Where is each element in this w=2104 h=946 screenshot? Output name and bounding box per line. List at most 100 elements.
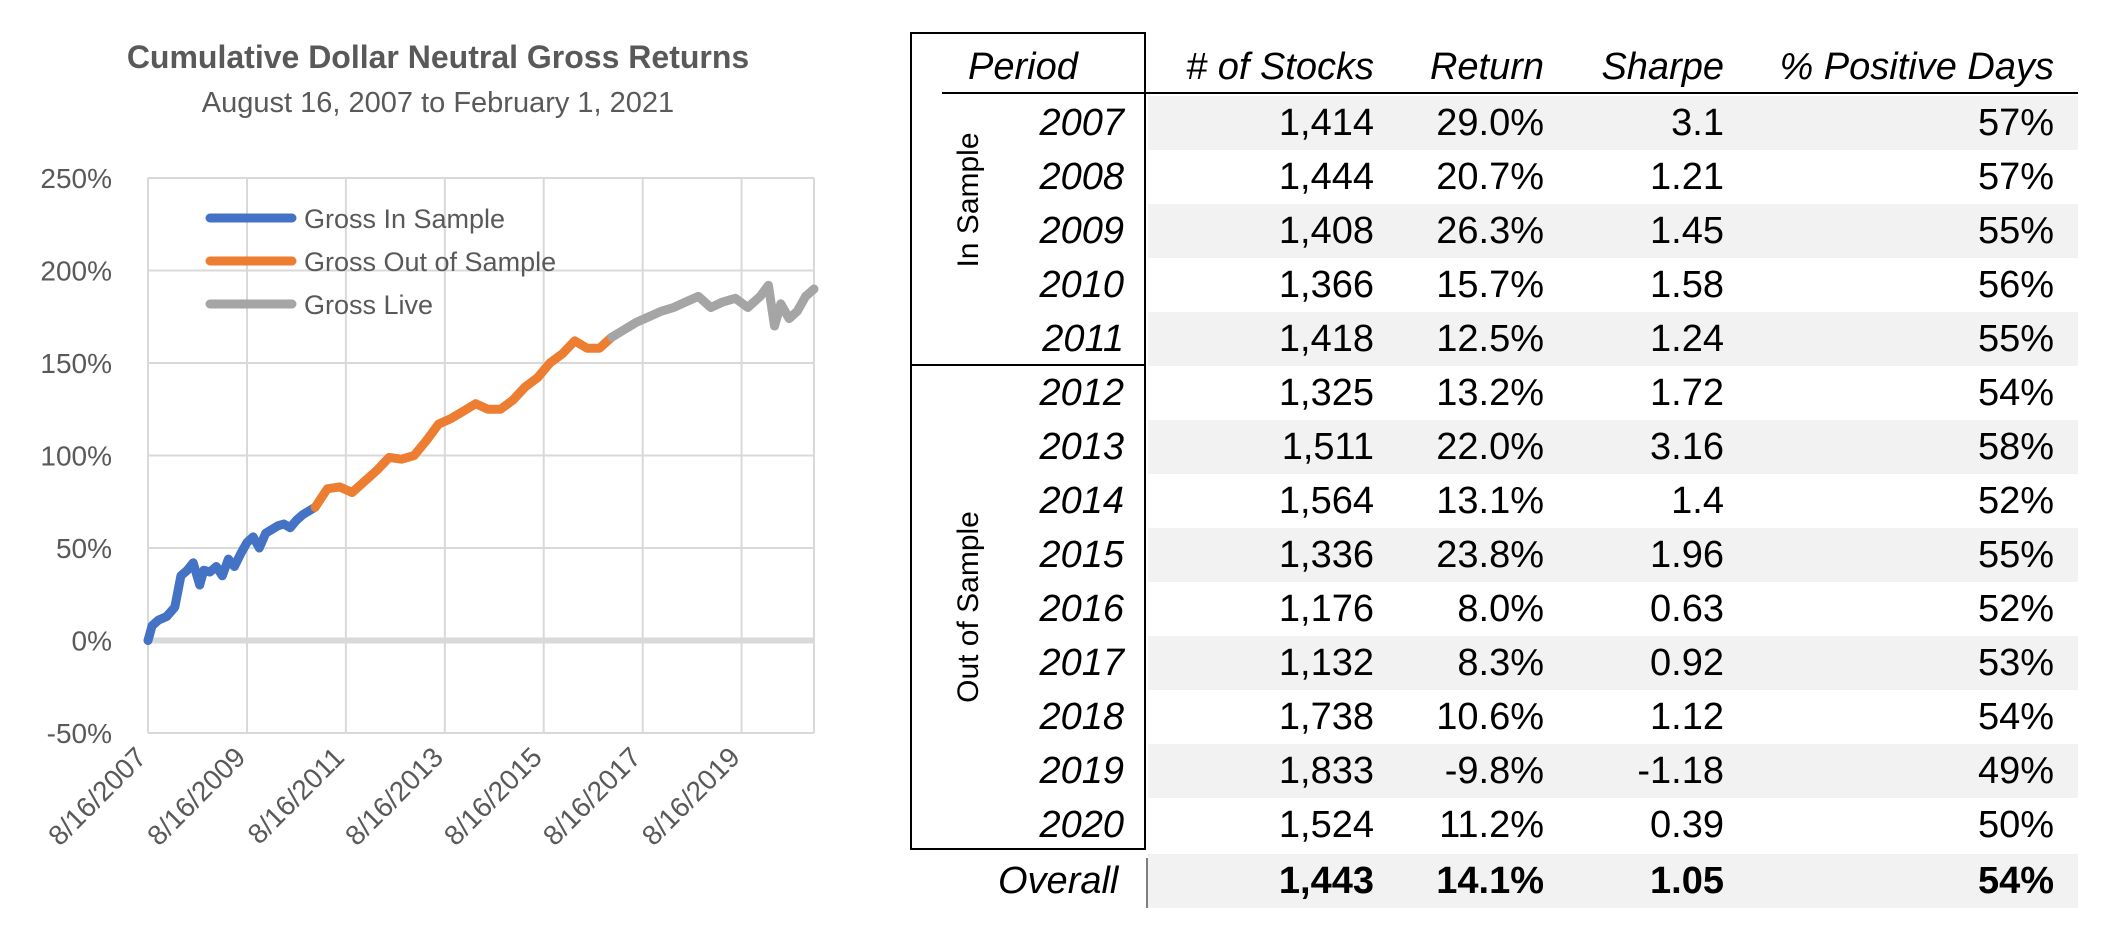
cell-positive-days: 53% — [1977, 642, 2054, 684]
cell-year: 2011 — [1042, 318, 1124, 360]
y-tick-label: 150% — [40, 348, 112, 379]
cell-sharpe: 1.58 — [1650, 264, 1724, 306]
group-box-right — [1144, 32, 1146, 850]
cell-return: 23.8% — [1436, 534, 1544, 576]
header-return: Return — [1429, 46, 1544, 88]
cell-positive-days: 57% — [1977, 156, 2054, 198]
series-lines — [143, 280, 819, 645]
chart-subtitle: August 16, 2007 to February 1, 2021 — [202, 87, 674, 119]
cell-stocks: 1,444 — [1278, 156, 1374, 198]
row-stripe — [1148, 312, 2078, 366]
cell-positive-days: 58% — [1977, 426, 2054, 468]
cell-year: 2009 — [1039, 210, 1124, 252]
cell-year: 2018 — [1039, 696, 1124, 738]
cell-positive-days: 55% — [1977, 210, 2054, 252]
cell-year: 2014 — [1039, 480, 1124, 522]
row-stripe — [1148, 204, 2078, 258]
header-period: Period — [968, 46, 1078, 88]
cell-positive-days: 54% — [1977, 696, 2054, 738]
cell-return: 11.2% — [1439, 804, 1544, 846]
cell-year: 2010 — [1039, 264, 1124, 306]
cell-return: 10.6% — [1436, 696, 1544, 738]
cell-stocks: 1,336 — [1278, 534, 1374, 576]
row-stripe — [1148, 420, 2078, 474]
cell-sharpe: 1.21 — [1650, 156, 1724, 198]
cell-return: 26.3% — [1436, 210, 1544, 252]
y-tick-label: 200% — [40, 256, 112, 287]
cell-return: 15.7% — [1436, 264, 1544, 306]
row-stripe — [1148, 528, 2078, 582]
y-tick-label: 0% — [72, 626, 112, 657]
series-line-0 — [143, 502, 320, 645]
cell-stocks: 1,833 — [1278, 750, 1374, 792]
y-tick-label: 250% — [40, 163, 112, 194]
header-underline — [942, 92, 2078, 94]
cell-year: 2013 — [1039, 426, 1124, 468]
cumulative-returns-chart: Cumulative Dollar Neutral Gross Returns … — [0, 0, 860, 946]
y-tick-label: 100% — [40, 441, 112, 472]
y-tick-label: -50% — [47, 718, 112, 749]
cell-stocks: 1,366 — [1278, 264, 1374, 306]
cell-year: 2012 — [1039, 372, 1124, 414]
row-stripe — [1148, 96, 2078, 150]
cell-positive-days: 52% — [1977, 480, 2054, 522]
cell-year: 2017 — [1039, 642, 1124, 684]
overall-sharpe: 1.05 — [1650, 860, 1724, 902]
group-box-left — [910, 32, 912, 850]
cell-return: 20.7% — [1436, 156, 1544, 198]
cell-positive-days: 54% — [1977, 372, 2054, 414]
cell-stocks: 1,511 — [1281, 426, 1374, 468]
cell-stocks: 1,132 — [1278, 642, 1374, 684]
cell-year: 2007 — [1039, 102, 1124, 144]
group-box-bottom — [910, 848, 1146, 850]
cell-return: 8.0% — [1457, 588, 1544, 630]
chart-title: Cumulative Dollar Neutral Gross Returns — [127, 39, 749, 75]
cell-return: -9.8% — [1444, 750, 1544, 792]
cell-stocks: 1,176 — [1278, 588, 1374, 630]
overall-stocks: 1,443 — [1278, 860, 1374, 902]
cell-return: 8.3% — [1457, 642, 1544, 684]
row-stripe — [1148, 744, 2078, 798]
cell-return: 22.0% — [1436, 426, 1544, 468]
legend-label: Gross Live — [304, 290, 433, 320]
cell-year: 2015 — [1039, 534, 1124, 576]
cell-sharpe: 0.39 — [1650, 804, 1724, 846]
cell-stocks: 1,738 — [1278, 696, 1374, 738]
header-sharpe: Sharpe — [1601, 46, 1724, 88]
row-stripe — [1148, 636, 2078, 690]
header-stocks: # of Stocks — [1186, 46, 1374, 88]
legend-label: Gross In Sample — [304, 204, 505, 234]
cell-positive-days: 49% — [1977, 750, 2054, 792]
chart-legend: Gross In Sample Gross Out of Sample Gross … — [205, 204, 556, 320]
legend-label: Gross Out of Sample — [304, 247, 556, 277]
cell-stocks: 1,325 — [1278, 372, 1374, 414]
cell-sharpe: 0.63 — [1650, 588, 1724, 630]
cell-sharpe: 3.16 — [1650, 426, 1724, 468]
cell-year: 2019 — [1039, 750, 1124, 792]
overall-label: Overall — [998, 860, 1119, 902]
cell-stocks: 1,524 — [1278, 804, 1374, 846]
cell-positive-days: 55% — [1977, 318, 2054, 360]
series-line-2 — [607, 280, 819, 342]
group-box-divider — [910, 364, 1146, 366]
cell-sharpe: 3.1 — [1671, 102, 1724, 144]
cell-year: 2020 — [1039, 804, 1124, 846]
cell-sharpe: -1.18 — [1637, 750, 1724, 792]
cell-positive-days: 52% — [1977, 588, 2054, 630]
cell-stocks: 1,418 — [1278, 318, 1374, 360]
cell-stocks: 1,564 — [1278, 480, 1374, 522]
cell-sharpe: 1.72 — [1650, 372, 1724, 414]
header-positive-days: % Positive Days — [1779, 46, 2054, 88]
overall-positive-days: 54% — [1977, 860, 2054, 902]
overall-stripe — [1148, 854, 2078, 908]
cell-sharpe: 0.92 — [1650, 642, 1724, 684]
cell-sharpe: 1.96 — [1650, 534, 1724, 576]
cell-sharpe: 1.45 — [1650, 210, 1724, 252]
cell-positive-days: 57% — [1977, 102, 2054, 144]
overall-divider — [1146, 858, 1148, 908]
series-line-1 — [310, 332, 617, 512]
cell-positive-days: 55% — [1977, 534, 2054, 576]
cell-return: 29.0% — [1436, 102, 1544, 144]
cell-positive-days: 50% — [1977, 804, 2054, 846]
